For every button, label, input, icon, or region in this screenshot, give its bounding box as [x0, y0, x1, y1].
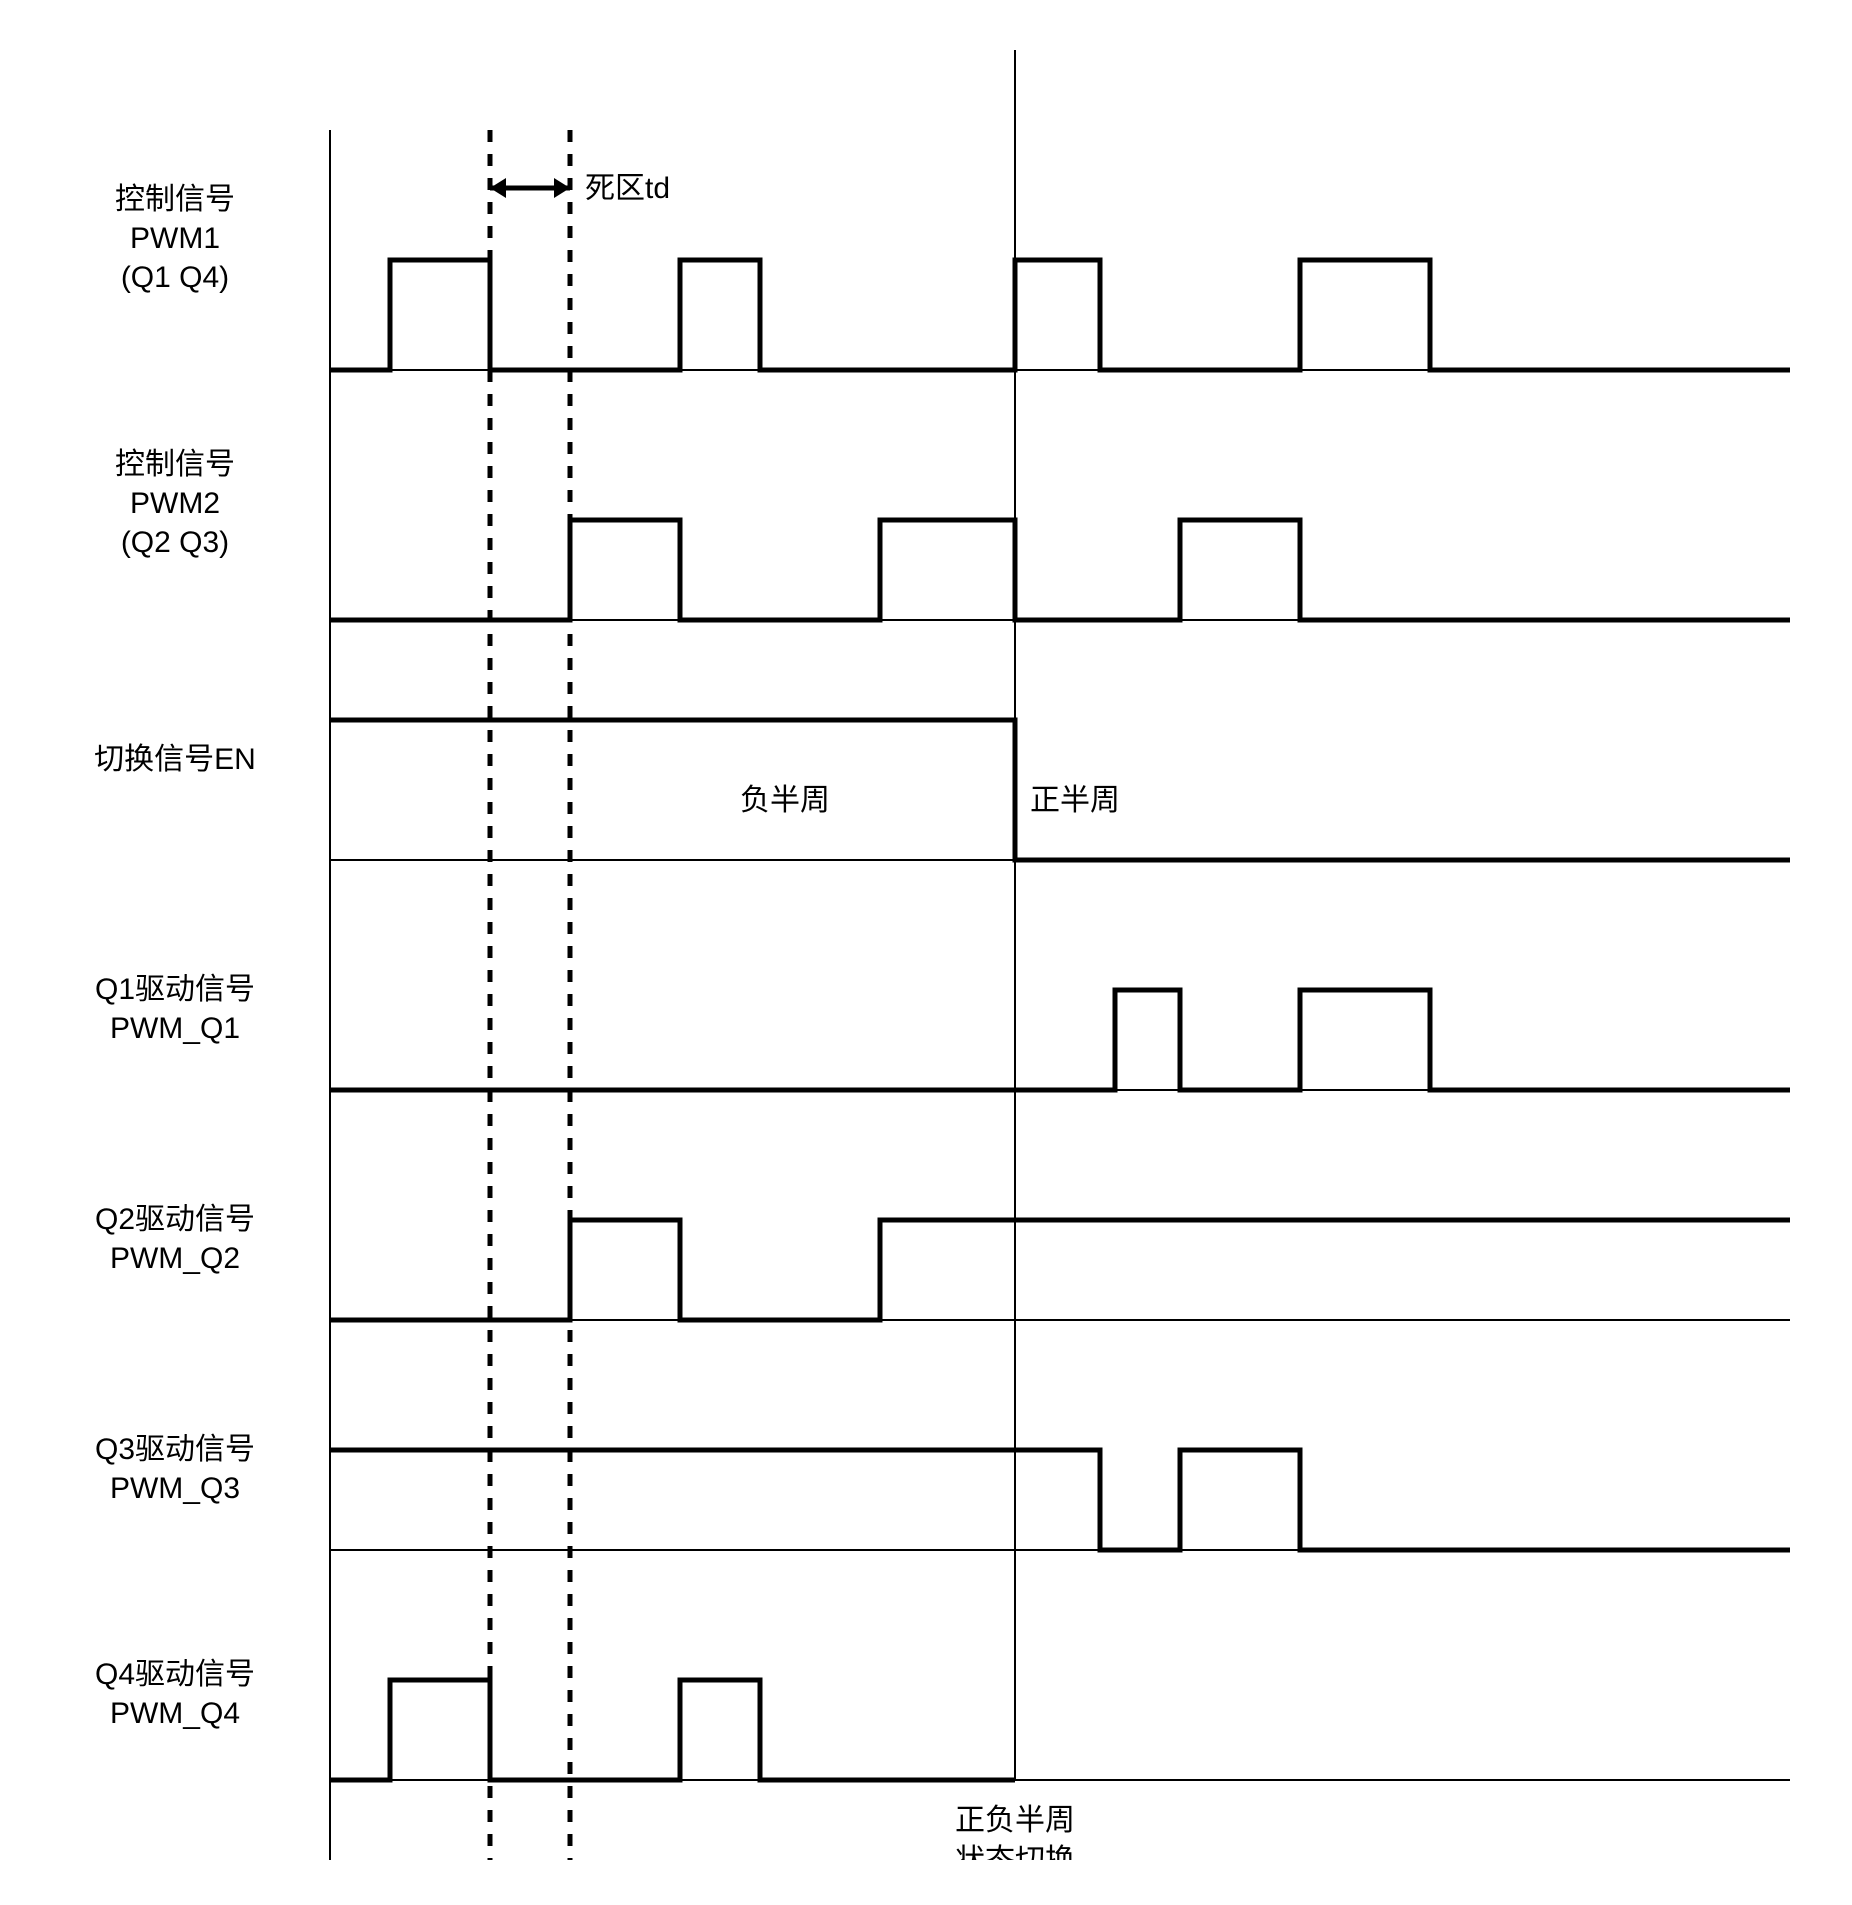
label-line: PWM_Q2 — [40, 1239, 310, 1278]
half-cycle-label-1: 正负半周 — [955, 1804, 1075, 1837]
label-line: 控制信号 — [40, 445, 310, 484]
label-line: 切换信号EN — [40, 740, 310, 779]
label-line: Q4驱动信号 — [40, 1655, 310, 1694]
label-line: PWM_Q4 — [40, 1694, 310, 1733]
pwm1-waveform — [330, 260, 1790, 370]
pwm-timing-diagram: 负半周正半周死区td正负半周状态切换 控制信号PWM1(Q1 Q4)控制信号PW… — [40, 40, 1790, 1860]
label-line: PWM_Q3 — [40, 1469, 310, 1508]
pwm2-waveform — [330, 520, 1790, 620]
label-line: (Q2 Q3) — [40, 523, 310, 562]
label-line: PWM2 — [40, 484, 310, 523]
q3-label: Q3驱动信号PWM_Q3 — [40, 1430, 310, 1508]
pwm2-label: 控制信号PWM2(Q2 Q3) — [40, 445, 310, 562]
label-line: 控制信号 — [40, 180, 310, 219]
label-line: Q1驱动信号 — [40, 970, 310, 1009]
pwm1-label: 控制信号PWM1(Q1 Q4) — [40, 180, 310, 297]
q1-waveform — [330, 990, 1790, 1090]
q2-label: Q2驱动信号PWM_Q2 — [40, 1200, 310, 1278]
q4-label: Q4驱动信号PWM_Q4 — [40, 1655, 310, 1733]
en-label: 切换信号EN — [40, 740, 310, 779]
q2-waveform — [330, 1220, 1790, 1320]
deadzone-label: 死区td — [585, 172, 670, 205]
label-line: (Q1 Q4) — [40, 258, 310, 297]
en-annotation: 负半周 — [740, 784, 830, 817]
label-line: Q3驱动信号 — [40, 1430, 310, 1469]
q1-label: Q1驱动信号PWM_Q1 — [40, 970, 310, 1048]
q3-waveform — [330, 1450, 1790, 1550]
en-annotation: 正半周 — [1030, 784, 1120, 817]
q4-waveform — [330, 1680, 1015, 1780]
half-cycle-label-2: 状态切换 — [955, 1844, 1075, 1860]
label-line: PWM_Q1 — [40, 1009, 310, 1048]
label-line: Q2驱动信号 — [40, 1200, 310, 1239]
label-line: PWM1 — [40, 219, 310, 258]
diagram-svg: 负半周 正半周 死区td 正负半周状态切换 — [40, 40, 1790, 1860]
